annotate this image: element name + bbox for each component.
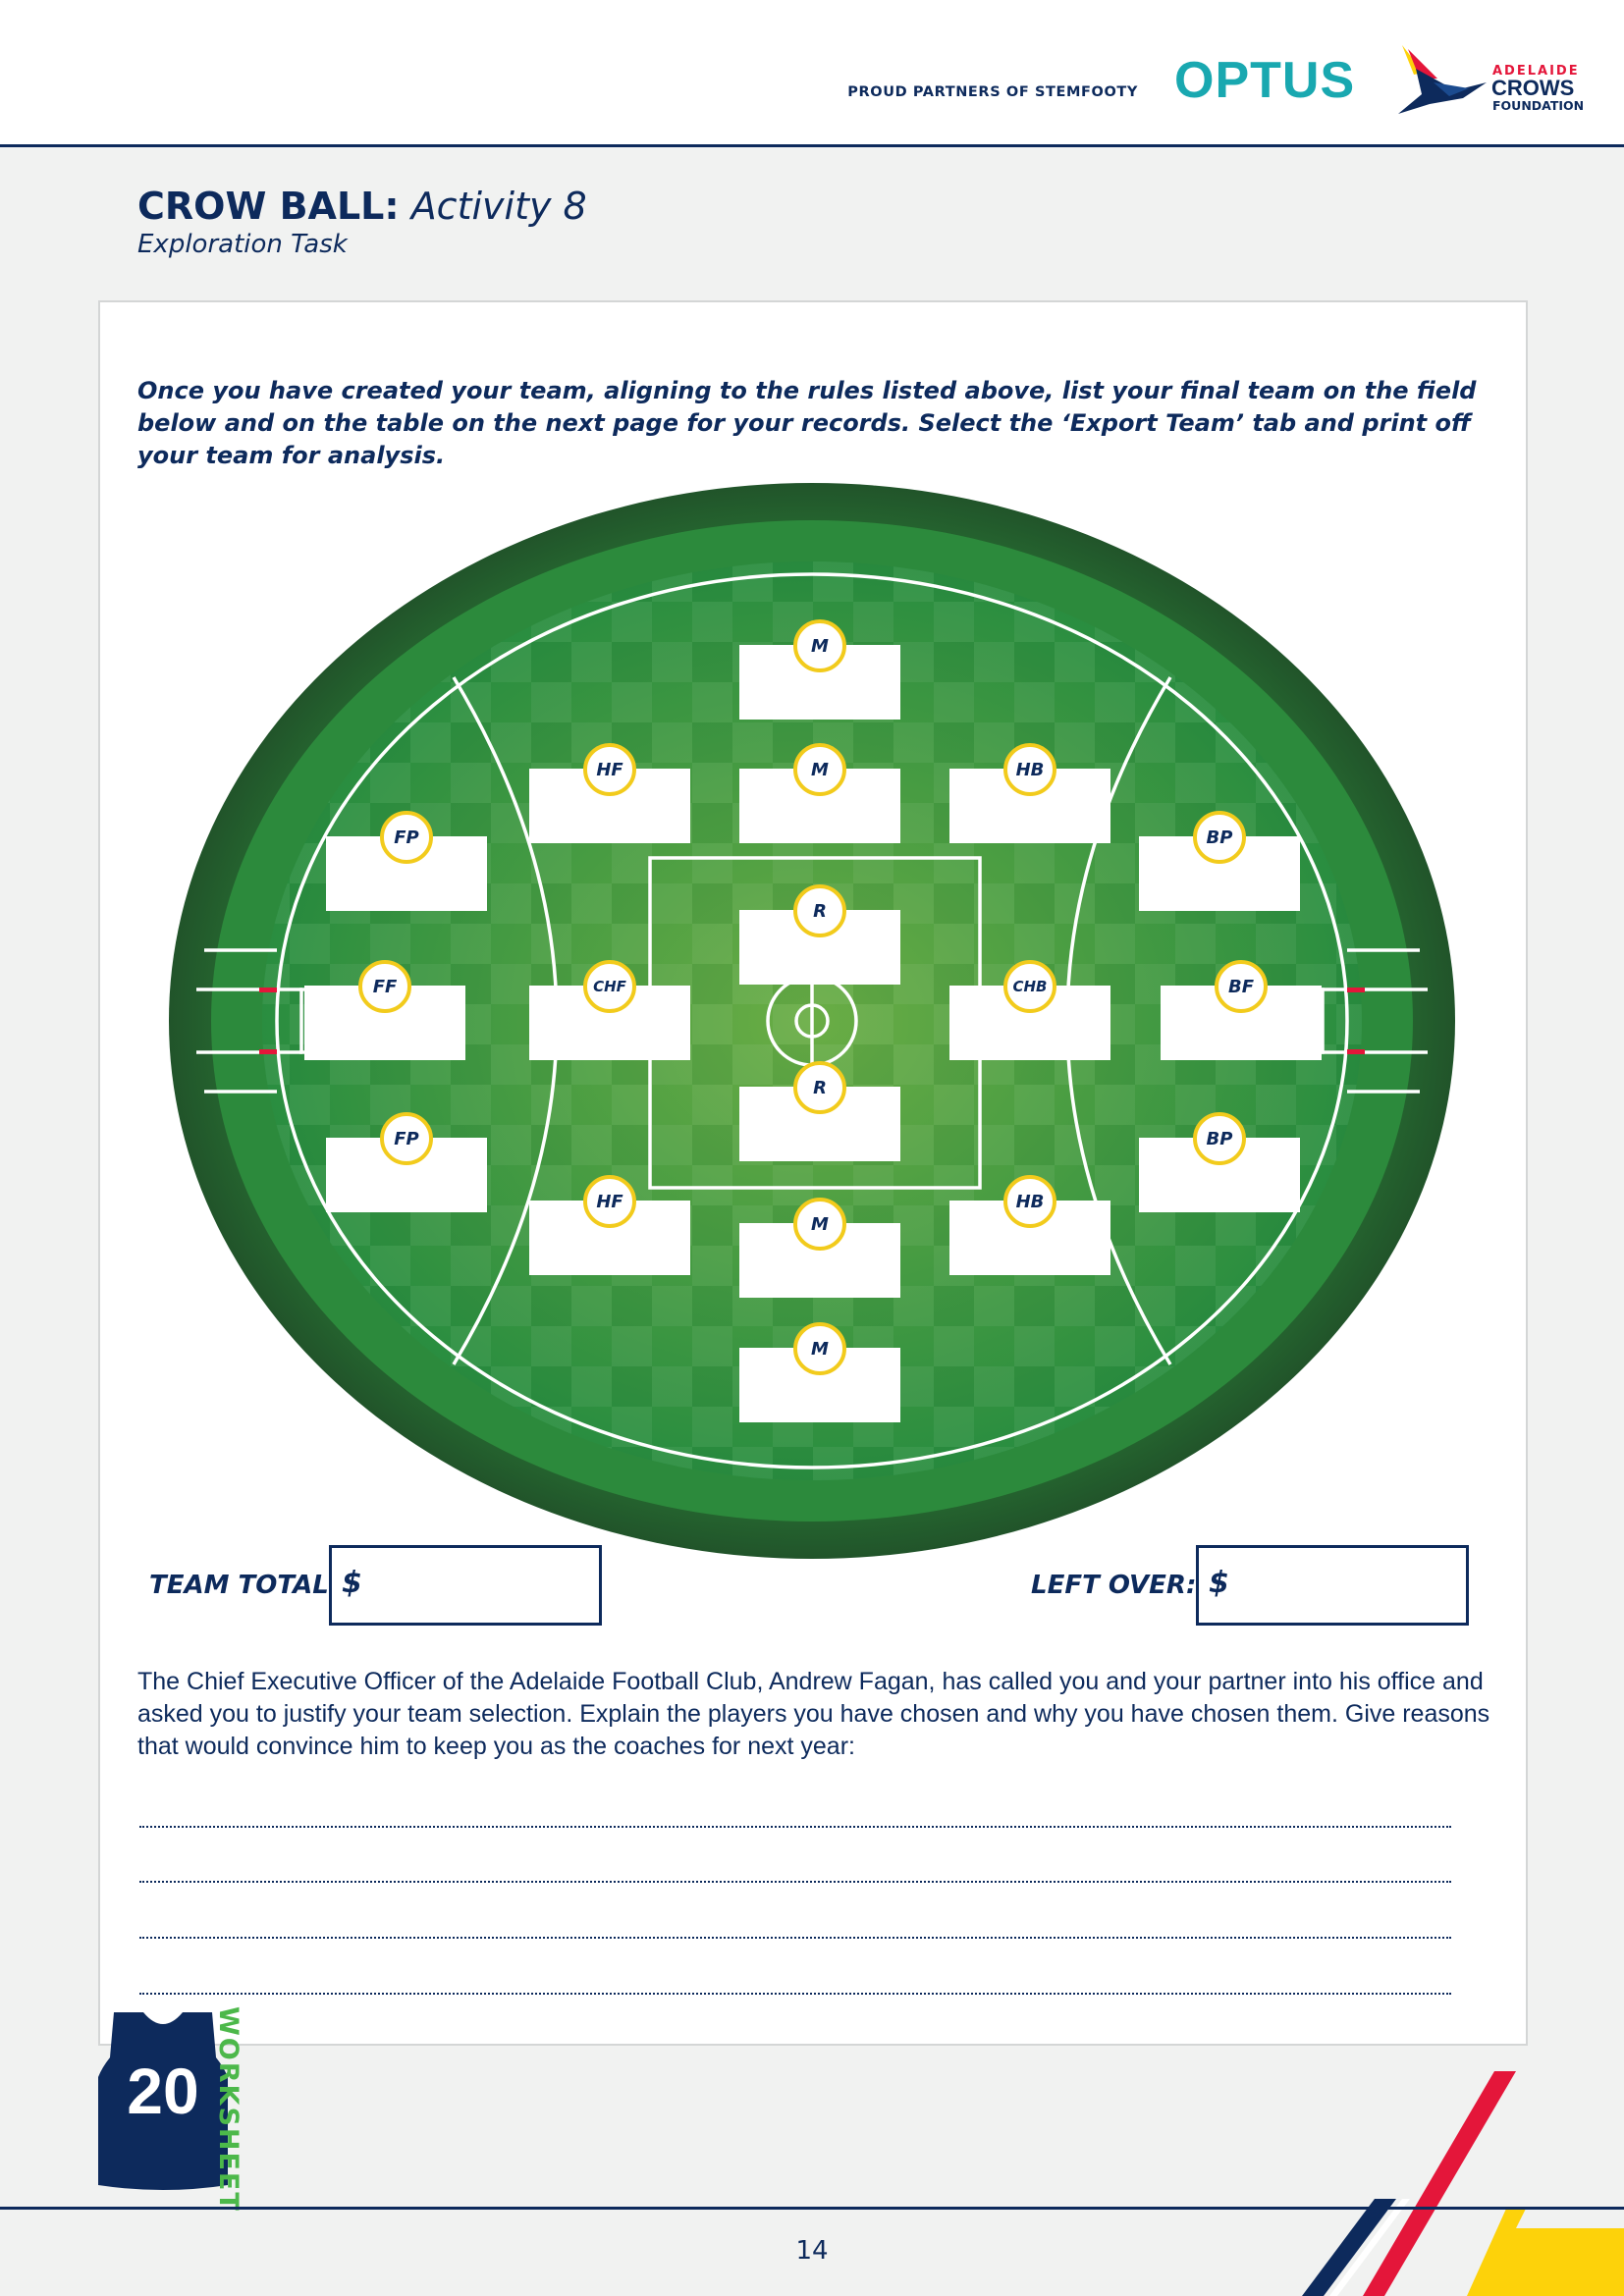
left-over-label: LEFT OVER: [1031, 1571, 1197, 1600]
title-activity: Activity 8 [410, 185, 587, 228]
crows-logo-line3: FOUNDATION [1492, 98, 1585, 113]
optus-logo: OPTUS [1174, 52, 1356, 109]
left-over-field[interactable]: $ [1196, 1545, 1469, 1626]
position-badge: HB [1003, 743, 1056, 796]
worksheet-label: WORKSHEET [213, 2006, 259, 2213]
footer-rule [0, 2207, 1624, 2210]
position-badge: M [793, 1198, 846, 1251]
position-badge: R [793, 884, 846, 937]
position-badge: HB [1003, 1175, 1056, 1228]
position-badge: M [793, 743, 846, 796]
jersey-icon [98, 2012, 228, 2190]
adelaide-crows-foundation-logo: ADELAIDE CROWS FOUNDATION [1394, 39, 1591, 118]
crows-logo-line2: CROWS [1491, 76, 1575, 100]
crow-bird-icon [1398, 45, 1487, 114]
title-bold: CROW BALL: [137, 185, 400, 228]
left-over-currency: $ [1209, 1566, 1229, 1600]
position-badge: FF [358, 960, 411, 1013]
position-badge: CHF [583, 960, 636, 1013]
position-badge: HF [583, 743, 636, 796]
position-badge: HF [583, 1175, 636, 1228]
crows-logo-line1: ADELAIDE [1492, 64, 1580, 79]
page-header: PROUD PARTNERS OF STEMFOOTY OPTUS ADELAI… [0, 0, 1624, 147]
page-number: 14 [795, 2236, 829, 2266]
instructions-text: Once you have created your team, alignin… [137, 377, 1477, 469]
football-field: M HF M HB FP BP R FF CHF CHB BF R [169, 481, 1455, 1561]
position-badge: BF [1215, 960, 1268, 1013]
jersey-number: 20 [127, 2055, 199, 2127]
position-badge: M [793, 619, 846, 672]
answer-line[interactable] [139, 1993, 1451, 1995]
jersey-graphic: 20 [94, 2002, 232, 2199]
position-badge: M [793, 1322, 846, 1375]
position-badge: BP [1193, 811, 1246, 864]
team-total-currency: $ [342, 1566, 362, 1600]
team-total-field[interactable]: $ [329, 1545, 602, 1626]
page-subtitle: Exploration Task [137, 230, 348, 259]
position-badge: FP [380, 1112, 433, 1165]
answer-line[interactable] [139, 1881, 1451, 1883]
position-badge: BP [1193, 1112, 1246, 1165]
ceo-prompt-text: The Chief Executive Officer of the Adela… [137, 1668, 1490, 1760]
decorative-stripes [1302, 2071, 1624, 2296]
position-badge: CHB [1003, 960, 1056, 1013]
worksheet-label-text: WORKSHEET [213, 2006, 244, 2213]
position-badge: R [793, 1061, 846, 1114]
title-block: CROW BALL: Activity 8 Exploration Task [137, 185, 587, 259]
page-title: CROW BALL: Activity 8 [137, 185, 587, 228]
answer-line[interactable] [139, 1826, 1451, 1828]
position-badge: FP [380, 811, 433, 864]
team-total-label: TEAM TOTAL: [149, 1571, 340, 1600]
answer-line[interactable] [139, 1937, 1451, 1939]
partners-text: PROUD PARTNERS OF STEMFOOTY [847, 84, 1138, 100]
